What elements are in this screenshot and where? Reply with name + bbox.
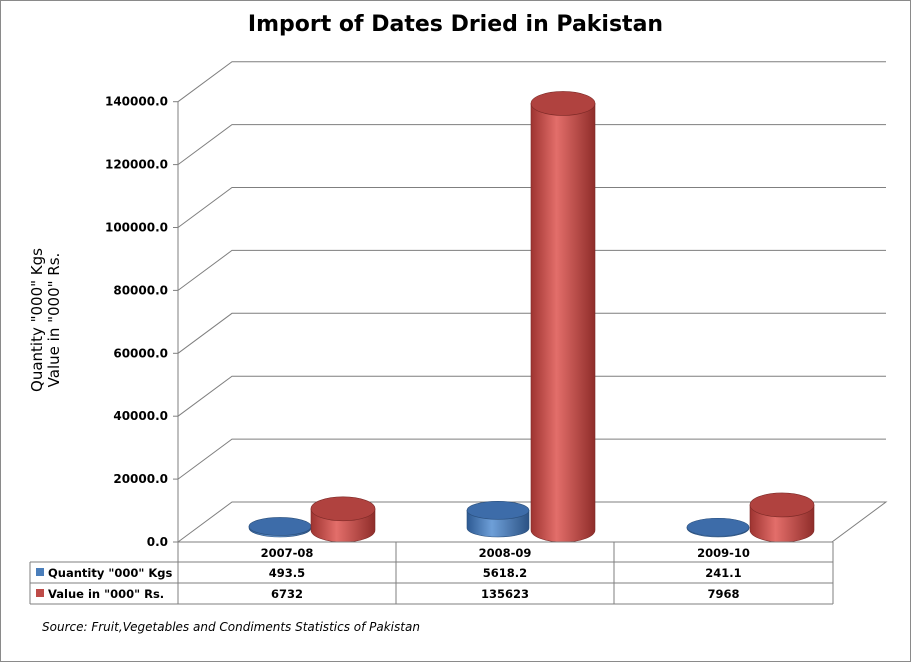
table-cell-value: 7968 <box>707 587 739 601</box>
legend-key <box>36 568 44 576</box>
bar-top <box>248 517 312 536</box>
y-tick-label: 0.0 <box>147 535 168 549</box>
bar-top <box>749 492 815 518</box>
table-cell-value: 6732 <box>271 587 303 601</box>
bar-body <box>530 103 596 543</box>
bar-top <box>310 496 376 522</box>
gridline <box>177 61 886 103</box>
x-category-label: 2009-10 <box>697 546 750 560</box>
y-tick-label: 100000.0 <box>105 221 168 235</box>
legend-key <box>36 589 44 597</box>
bar-value-2007-08 <box>310 496 376 543</box>
bar-value-2009-10 <box>749 492 815 543</box>
gridline <box>177 249 886 291</box>
bar-quantity-2008-09 <box>466 501 530 538</box>
bar-value-2008-09 <box>530 91 596 543</box>
y-tick-label: 60000.0 <box>113 346 168 360</box>
bar-top <box>686 517 750 537</box>
y-tick-label: 40000.0 <box>113 409 168 423</box>
chart-title: Import of Dates Dried in Pakistan <box>247 12 664 37</box>
gridline <box>177 375 886 417</box>
bar-top <box>466 501 530 520</box>
y-tick-label: 140000.0 <box>105 95 168 109</box>
gridline <box>177 124 886 166</box>
bar-quantity-2009-10 <box>686 517 750 538</box>
y-tick-label: 80000.0 <box>113 283 168 297</box>
legend-label: Quantity "000" Kgs <box>48 566 172 580</box>
y-tick-label: 120000.0 <box>105 158 168 172</box>
table-cell-value: 5618.2 <box>483 566 527 580</box>
x-category-label: 2008-09 <box>479 546 532 560</box>
x-category-label: 2007-08 <box>261 546 314 560</box>
table-cell-value: 135623 <box>481 587 529 601</box>
table-cell-value: 493.5 <box>269 566 305 580</box>
y-tick-label: 20000.0 <box>113 472 168 486</box>
gridline <box>177 438 886 480</box>
table-cell-value: 241.1 <box>705 566 741 580</box>
gridline <box>177 187 886 228</box>
legend-label: Value in "000" Rs. <box>48 587 164 601</box>
source-note: Source: Fruit,Vegetables and Condiments … <box>42 620 420 634</box>
bar-quantity-2007-08 <box>248 517 312 538</box>
bar-top <box>530 91 596 116</box>
gridline <box>177 312 886 354</box>
